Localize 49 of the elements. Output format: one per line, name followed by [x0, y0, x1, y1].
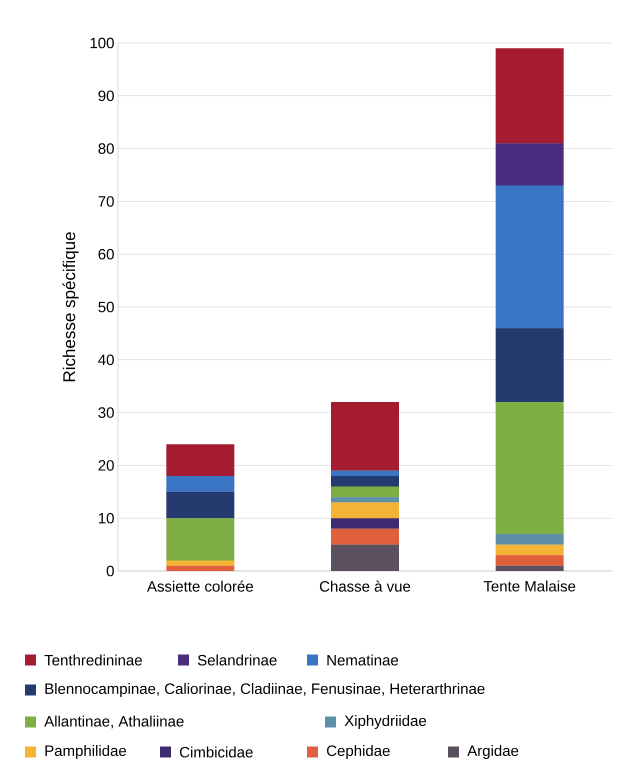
legend-label: Cephidae — [326, 745, 390, 759]
bar — [331, 470, 400, 476]
y-tick-label: 30 — [98, 407, 114, 418]
bar — [331, 518, 400, 529]
x-tick-label: Chasse à vue — [320, 580, 410, 592]
bar — [166, 560, 234, 566]
bar — [166, 444, 234, 476]
legend-label: Xiphydriidae — [344, 715, 426, 729]
bar — [496, 402, 564, 534]
bar — [166, 492, 234, 518]
legend-label: Blennocampinae, Caliorinae, Cladiinae, Fenusinae, Heterarthrinae — [45, 683, 485, 697]
y-tick-label: 90 — [98, 90, 114, 102]
bar — [496, 566, 564, 571]
bar — [496, 328, 564, 402]
y-tick-label: 60 — [98, 248, 114, 260]
bar — [496, 534, 564, 545]
y-tick-label: 100 — [90, 38, 114, 48]
legend-label: Selandrinae — [198, 654, 277, 666]
bar — [496, 143, 564, 186]
y-tick-label: 40 — [98, 354, 114, 366]
bar — [166, 476, 234, 492]
legend-label: Cimbicidae — [180, 746, 253, 758]
bar — [331, 486, 400, 498]
bar — [331, 497, 400, 502]
y-tick-label: 70 — [98, 196, 114, 207]
bar — [496, 48, 564, 144]
legend-label: Pamphilidae — [45, 745, 126, 759]
x-tick-label: Assiette colorée — [147, 580, 253, 592]
bar — [496, 186, 564, 328]
bar — [496, 555, 564, 566]
y-tick-label: 10 — [98, 512, 114, 524]
y-tick-label: 80 — [98, 143, 114, 154]
legend-label: Argidae — [467, 745, 518, 759]
bar — [331, 528, 400, 545]
x-tick-label: Tente Malaise — [484, 580, 576, 592]
y-tick-label: 0 — [106, 566, 114, 576]
bar — [166, 518, 234, 560]
legend-label: Tenthredininae — [44, 654, 142, 666]
y-tick-label: 20 — [98, 460, 114, 471]
legend-label: Nematinae — [327, 654, 398, 666]
legend-label: Allantinae, Athaliinae — [44, 716, 184, 728]
bar — [166, 566, 234, 571]
bar — [331, 402, 400, 471]
bar — [331, 476, 400, 487]
y-tick-label: 50 — [98, 302, 114, 312]
y-axis-title: Richesse spécifique — [62, 232, 79, 382]
bar — [496, 544, 564, 556]
bar — [331, 502, 400, 518]
bar — [331, 544, 400, 571]
